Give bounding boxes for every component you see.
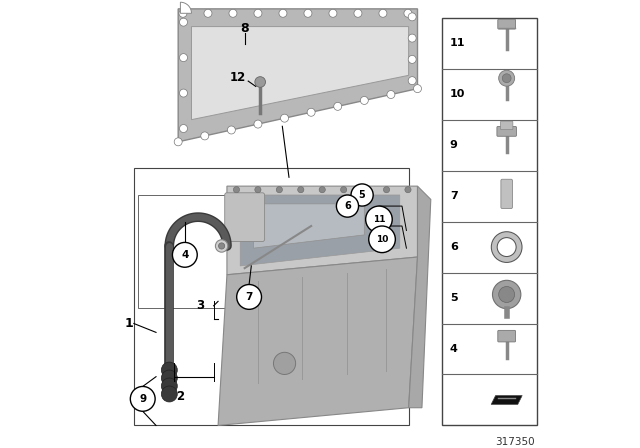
Polygon shape	[191, 26, 408, 120]
Circle shape	[354, 9, 362, 17]
Circle shape	[179, 18, 188, 26]
Circle shape	[379, 9, 387, 17]
Text: 2: 2	[177, 390, 184, 403]
Circle shape	[204, 9, 212, 17]
Polygon shape	[218, 257, 417, 426]
Circle shape	[161, 378, 177, 394]
Polygon shape	[227, 186, 417, 275]
Circle shape	[216, 240, 228, 252]
Circle shape	[333, 103, 342, 110]
Circle shape	[276, 186, 282, 193]
Circle shape	[340, 186, 347, 193]
Polygon shape	[178, 9, 417, 142]
Circle shape	[174, 138, 182, 146]
Text: 12: 12	[230, 71, 246, 84]
Circle shape	[161, 362, 177, 378]
Text: 11: 11	[450, 38, 465, 48]
Circle shape	[179, 89, 188, 97]
Circle shape	[408, 13, 416, 21]
Circle shape	[408, 77, 416, 85]
Text: 10: 10	[450, 89, 465, 99]
Circle shape	[179, 125, 188, 133]
Circle shape	[304, 9, 312, 17]
Circle shape	[279, 9, 287, 17]
Circle shape	[502, 74, 511, 82]
Circle shape	[319, 186, 325, 193]
Circle shape	[408, 34, 416, 42]
Circle shape	[351, 184, 373, 206]
Text: 7: 7	[450, 191, 458, 201]
Polygon shape	[408, 186, 431, 408]
Circle shape	[365, 206, 392, 233]
Circle shape	[383, 186, 390, 193]
Wedge shape	[180, 2, 191, 13]
Circle shape	[255, 77, 266, 87]
Circle shape	[254, 9, 262, 17]
Text: 11: 11	[372, 215, 385, 224]
FancyBboxPatch shape	[498, 330, 516, 342]
Text: 6: 6	[344, 201, 351, 211]
Circle shape	[237, 284, 262, 309]
FancyBboxPatch shape	[501, 179, 513, 208]
Circle shape	[493, 280, 521, 309]
Circle shape	[387, 90, 395, 99]
Circle shape	[218, 243, 225, 249]
Circle shape	[131, 387, 155, 411]
Circle shape	[307, 108, 315, 116]
FancyBboxPatch shape	[500, 121, 513, 129]
Circle shape	[229, 9, 237, 17]
Text: 9: 9	[450, 140, 458, 150]
Circle shape	[499, 287, 515, 302]
Text: 8: 8	[241, 22, 249, 35]
Text: 9: 9	[139, 394, 147, 404]
Circle shape	[179, 9, 187, 17]
Text: 10: 10	[376, 235, 388, 244]
Polygon shape	[491, 396, 522, 405]
Circle shape	[404, 9, 412, 17]
Bar	[138, 195, 238, 308]
Circle shape	[201, 132, 209, 140]
FancyBboxPatch shape	[225, 193, 264, 241]
Text: 7: 7	[245, 292, 253, 302]
Circle shape	[408, 56, 416, 63]
Circle shape	[161, 370, 177, 386]
Circle shape	[172, 242, 197, 267]
Polygon shape	[253, 204, 364, 248]
Circle shape	[369, 226, 396, 253]
Text: 3: 3	[196, 299, 204, 312]
Circle shape	[360, 96, 368, 104]
Circle shape	[362, 186, 368, 193]
Text: 317350: 317350	[495, 436, 535, 447]
Circle shape	[227, 126, 236, 134]
Circle shape	[161, 386, 177, 402]
Circle shape	[499, 70, 515, 86]
FancyBboxPatch shape	[497, 126, 516, 136]
Circle shape	[413, 85, 422, 93]
Text: 5: 5	[450, 293, 458, 303]
Circle shape	[337, 195, 358, 217]
Circle shape	[234, 186, 239, 193]
Circle shape	[273, 352, 296, 375]
FancyBboxPatch shape	[498, 19, 516, 29]
Polygon shape	[240, 195, 400, 266]
Text: 5: 5	[359, 190, 365, 200]
Text: 1: 1	[125, 317, 134, 330]
Bar	[442, 18, 537, 426]
Circle shape	[329, 9, 337, 17]
Text: 6: 6	[450, 242, 458, 252]
Text: 4: 4	[181, 250, 189, 260]
Circle shape	[298, 186, 304, 193]
Circle shape	[179, 54, 188, 62]
Circle shape	[280, 114, 289, 122]
Circle shape	[255, 186, 261, 193]
Bar	[134, 168, 408, 426]
Circle shape	[405, 186, 411, 193]
Circle shape	[254, 120, 262, 128]
Text: 4: 4	[450, 344, 458, 354]
